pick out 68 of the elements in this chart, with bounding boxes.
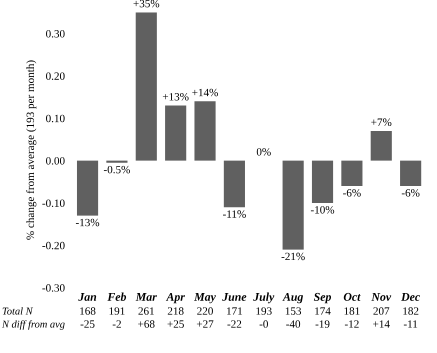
data-label: -13% xyxy=(76,218,100,226)
bar xyxy=(370,130,392,161)
text: -2 xyxy=(112,320,121,328)
text: 171 xyxy=(227,307,242,315)
data-label: -0.5% xyxy=(104,166,130,174)
text: 182 xyxy=(403,307,418,315)
text: +27 xyxy=(196,320,214,328)
bar xyxy=(194,101,216,161)
text: 181 xyxy=(344,307,360,315)
text: 174 xyxy=(315,307,331,315)
data-label: -6% xyxy=(343,189,361,197)
x-tick-label: Dec xyxy=(401,293,420,301)
y-tick-label: -0.10 xyxy=(42,199,65,207)
bar xyxy=(282,160,304,250)
y-tick-label: -0.30 xyxy=(42,284,65,292)
data-label: +14% xyxy=(192,88,218,96)
x-tick-label: Nov xyxy=(371,293,392,301)
data-label: 0% xyxy=(256,148,271,156)
text: -19 xyxy=(316,320,330,328)
text: 168 xyxy=(80,307,96,315)
text: +25 xyxy=(168,320,184,328)
text: -22 xyxy=(227,320,242,328)
bar xyxy=(76,160,98,216)
x-tick-label: May xyxy=(194,292,216,304)
y-tick-label: 0.00 xyxy=(46,157,65,165)
data-label: -11% xyxy=(222,210,246,218)
bar xyxy=(224,160,245,208)
x-tick-label: Oct xyxy=(344,292,361,301)
y-tick-label: 0.30 xyxy=(46,30,65,38)
text: 261 xyxy=(138,307,154,315)
x-tick-label: Aug xyxy=(282,292,304,304)
text: +14 xyxy=(373,320,390,328)
bar xyxy=(341,160,362,186)
data-label: +13% xyxy=(162,93,189,101)
bar xyxy=(136,12,157,161)
text: 191 xyxy=(110,307,125,315)
text: N diff from avg xyxy=(2,320,65,330)
text: 193 xyxy=(256,307,272,315)
bar xyxy=(400,160,422,186)
text: 220 xyxy=(197,307,213,315)
text: -0 xyxy=(260,320,268,328)
text: +68 xyxy=(138,320,155,328)
x-tick-label: July xyxy=(253,292,274,304)
text: 207 xyxy=(373,307,390,315)
y-tick-label: -0.20 xyxy=(42,242,65,250)
data-label: -21% xyxy=(282,252,305,260)
bar xyxy=(165,106,186,161)
text: 153 xyxy=(286,307,302,315)
y-axis-title: % change from average (193 per month) xyxy=(26,60,36,240)
text: -25 xyxy=(80,320,95,328)
text: -12 xyxy=(344,320,359,328)
y-tick-label: 0.20 xyxy=(46,72,65,80)
text: -40 xyxy=(286,320,300,328)
text: Total N xyxy=(2,307,34,315)
x-tick-label: Apr xyxy=(166,292,185,304)
x-tick-label: Jan xyxy=(78,293,96,301)
data-label: +35% xyxy=(134,0,160,8)
y-tick-label: 0.10 xyxy=(46,114,65,122)
bar xyxy=(312,160,334,203)
x-tick-label: Sep xyxy=(314,292,332,304)
data-label: -10% xyxy=(310,206,334,214)
data-label: -6% xyxy=(402,189,420,197)
x-tick-label: Mar xyxy=(136,293,157,301)
text: 218 xyxy=(168,307,184,315)
x-tick-label: Feb xyxy=(107,292,126,301)
text: -11 xyxy=(404,320,418,328)
x-tick-label: June xyxy=(222,293,246,301)
data-label: +7% xyxy=(371,118,392,126)
